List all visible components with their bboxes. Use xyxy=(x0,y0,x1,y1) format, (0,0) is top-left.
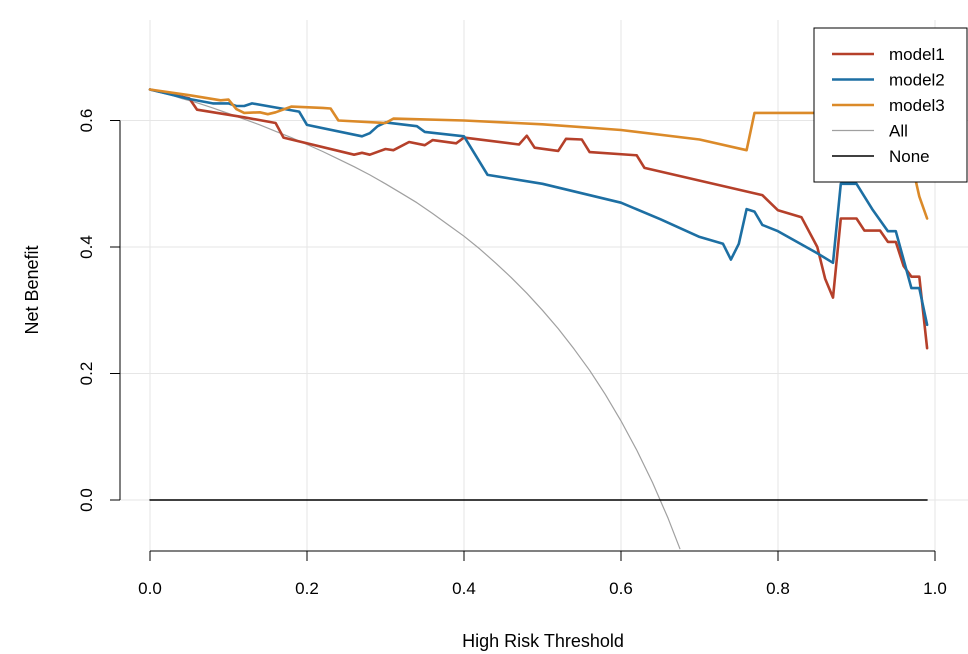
series-line-model1 xyxy=(148,88,929,350)
x-axis-title: High Risk Threshold xyxy=(462,631,624,651)
legend-label-model3: model3 xyxy=(889,96,945,115)
series-line-all xyxy=(149,88,681,550)
legend-label-model2: model2 xyxy=(889,71,945,90)
x-tick-label-0: 0.0 xyxy=(138,579,162,598)
y-tick-label-1: 0.2 xyxy=(77,362,96,386)
y-tick-label-0: 0.0 xyxy=(77,488,96,512)
series-line-model3 xyxy=(148,88,929,220)
x-tick-label-5: 1.0 xyxy=(923,579,947,598)
y-tick-label-3: 0.6 xyxy=(77,109,96,133)
legend-label-all: All xyxy=(889,122,908,141)
y-axis: 0.0 0.2 0.4 0.6 xyxy=(77,109,121,512)
y-axis-title: Net Benefit xyxy=(22,245,42,334)
legend-label-model1: model1 xyxy=(889,45,945,64)
x-tick-label-4: 0.8 xyxy=(766,579,790,598)
legend: model1 model2 model3 All None xyxy=(813,27,968,183)
x-tick-label-1: 0.2 xyxy=(295,579,319,598)
x-tick-label-2: 0.4 xyxy=(452,579,476,598)
series-layer xyxy=(148,88,929,550)
series-line-model2 xyxy=(148,88,929,327)
legend-label-none: None xyxy=(889,147,930,166)
x-tick-label-3: 0.6 xyxy=(609,579,633,598)
y-tick-label-2: 0.4 xyxy=(77,235,96,259)
x-axis: 0.0 0.2 0.4 0.6 0.8 1.0 xyxy=(138,550,947,598)
